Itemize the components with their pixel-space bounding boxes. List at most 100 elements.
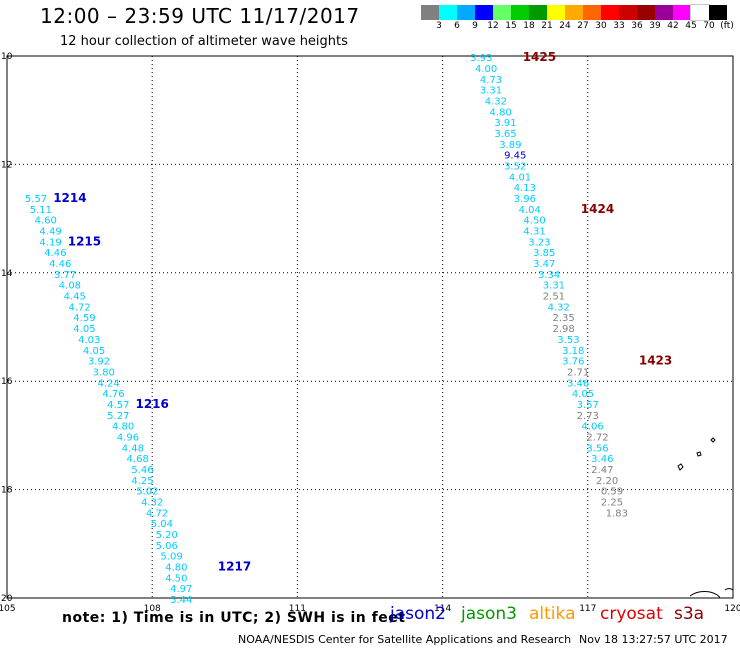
colorbar-swatch	[619, 5, 637, 20]
wave-height-label: 3.57	[577, 400, 599, 411]
colorbar-swatch	[511, 5, 529, 20]
wave-height-label: 3.53	[557, 335, 579, 346]
x-tick-label: 114	[434, 604, 451, 614]
wave-height-label: 4.24	[98, 378, 120, 389]
wave-height-label: 4.05	[83, 346, 105, 357]
plot-frame	[6, 55, 734, 599]
x-tick-label: 108	[144, 604, 161, 614]
wave-height-label: 4.03	[78, 335, 100, 346]
wave-height-label: 9.45	[504, 151, 526, 162]
time-label: 1217	[218, 560, 251, 574]
wave-height-label: 1.83	[606, 508, 628, 519]
wave-height-label: 2.98	[552, 324, 574, 335]
wave-height-label: 3.96	[514, 194, 536, 205]
wave-height-label: 5.11	[30, 205, 52, 216]
wave-height-label: 3.46	[591, 454, 613, 465]
colorbar-label: 42	[667, 21, 679, 31]
wave-height-label: 4.25	[131, 476, 153, 487]
colorbar-label: 27	[577, 21, 589, 31]
wave-height-label: 4.59	[73, 313, 95, 324]
colorbar-swatch	[529, 5, 547, 20]
y-tick-label: 20	[1, 594, 13, 604]
wave-height-label: 4.05	[73, 324, 95, 335]
wave-height-label: 5.57	[25, 194, 47, 205]
time-label: 1215	[68, 234, 101, 248]
wave-height-label: 4.06	[582, 422, 604, 433]
wave-height-label: 4.72	[68, 302, 90, 313]
wave-height-label: 4.97	[170, 584, 192, 595]
colorbar-swatch	[709, 5, 727, 20]
colorbar-label: 70	[703, 21, 715, 31]
wave-height-label: 4.31	[523, 227, 545, 238]
wave-height-label: 4.19	[39, 237, 61, 248]
wave-height-label: 3.77	[54, 270, 76, 281]
legend-jason3: jason3	[461, 604, 517, 624]
wave-height-label: 4.49	[39, 227, 61, 238]
chart-subtitle: 12 hour collection of altimeter wave hei…	[60, 34, 348, 49]
wave-height-label: 3.34	[538, 270, 560, 281]
wave-height-label: 3.31	[543, 281, 565, 292]
coastline-outline	[689, 588, 734, 599]
wave-height-label: 4.05	[572, 389, 594, 400]
wave-height-label: 2.73	[577, 411, 599, 422]
wave-height-label: 3.76	[562, 357, 584, 368]
wave-height-label: 3.47	[533, 259, 555, 270]
wave-height-label: 2.71	[567, 367, 589, 378]
colorbar-label: 15	[505, 21, 517, 31]
wave-height-label: 4.48	[122, 443, 144, 454]
wave-height-label: 3.46	[567, 378, 589, 389]
wave-height-label: 3.23	[528, 237, 550, 248]
wave-height-label: 5.09	[160, 552, 182, 563]
note-text: note: 1) Time is in UTC; 2) SWH is in fe…	[62, 610, 406, 626]
colorbar	[421, 4, 727, 21]
colorbar-label: 24	[559, 21, 571, 31]
time-label: 1424	[581, 202, 614, 216]
y-tick-label: 10	[1, 52, 13, 62]
wave-height-label: 3.80	[93, 367, 115, 378]
wave-height-label: 3.85	[533, 248, 555, 259]
colorbar-swatch	[439, 5, 457, 20]
wave-height-label: 3.89	[499, 140, 521, 151]
wave-height-label: 2.72	[586, 432, 608, 443]
colorbar-label: 18	[523, 21, 535, 31]
legend-cryosat: cryosat	[600, 604, 663, 624]
colorbar-swatch	[637, 5, 655, 20]
colorbar-swatch	[690, 4, 710, 21]
legend-jason2: jason2	[390, 604, 446, 624]
colorbar-swatch	[583, 5, 601, 20]
wave-height-label: 4.13	[514, 183, 536, 194]
wave-height-label: 4.68	[127, 454, 149, 465]
wave-height-label: 4.45	[64, 292, 86, 303]
wave-height-label: 4.46	[49, 259, 71, 270]
colorbar-label: (ft)	[720, 21, 734, 31]
x-tick-label: 117	[579, 604, 596, 614]
y-tick-label: 16	[1, 377, 13, 387]
colorbar-swatch	[493, 5, 511, 20]
wave-height-label: 4.46	[44, 248, 66, 259]
colorbar-label: 3	[436, 21, 442, 31]
colorbar-label: 39	[649, 21, 661, 31]
time-label: 1216	[135, 397, 168, 411]
colorbar-label: 30	[595, 21, 607, 31]
wave-height-label: 2.47	[591, 465, 613, 476]
wave-height-label: 4.50	[523, 216, 545, 227]
wave-height-label: 3.93	[470, 53, 492, 64]
colorbar-label: 6	[454, 21, 460, 31]
colorbar-swatch	[457, 5, 475, 20]
wave-height-label: 5.27	[107, 411, 129, 422]
wave-height-label: 4.72	[146, 508, 168, 519]
x-tick-label: 111	[289, 604, 306, 614]
colorbar-label: 45	[685, 21, 697, 31]
time-label: 1423	[639, 354, 672, 368]
colorbar-label: 9	[472, 21, 478, 31]
wave-height-label: 5.44	[170, 595, 192, 606]
wave-height-label: 5.46	[131, 465, 153, 476]
wave-height-label: 4.76	[102, 389, 124, 400]
wave-height-label: 3.56	[586, 443, 608, 454]
wave-height-label: 3.52	[504, 161, 526, 172]
colorbar-swatch	[565, 5, 583, 20]
legend-s3a: s3a	[674, 604, 705, 624]
wave-height-label: 5.02	[136, 487, 158, 498]
wave-height-label: 4.32	[548, 302, 570, 313]
wave-height-label: 4.96	[117, 432, 139, 443]
